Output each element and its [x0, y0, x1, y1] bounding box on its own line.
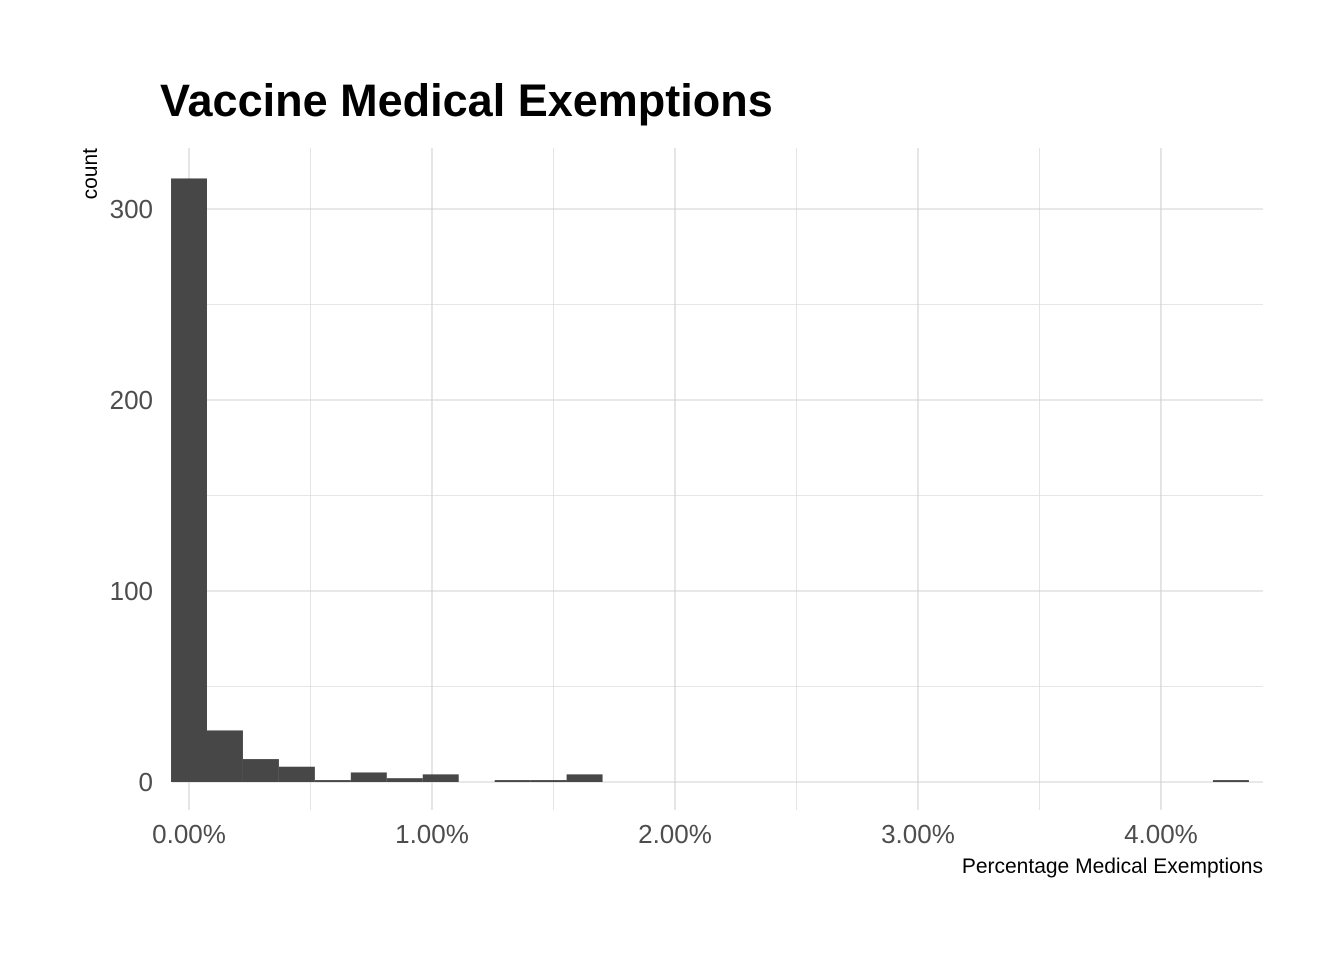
y-tick-label: 0: [139, 767, 153, 797]
histogram-bar: [242, 759, 279, 782]
x-tick-label: 2.00%: [638, 819, 712, 849]
x-tick-label: 1.00%: [395, 819, 469, 849]
histogram-bar: [171, 178, 207, 782]
histogram-bar: [1212, 780, 1249, 782]
histogram-bar: [494, 780, 531, 782]
histogram-bar: [278, 766, 315, 782]
histogram-bar: [422, 774, 459, 782]
histogram-bars: [171, 178, 1249, 782]
x-axis-title: Percentage Medical Exemptions: [962, 855, 1263, 878]
histogram-bar: [350, 772, 387, 782]
histogram-bar: [566, 774, 603, 782]
histogram-bar: [314, 780, 351, 782]
x-tick-label: 0.00%: [152, 819, 226, 849]
histogram-bar: [206, 730, 243, 782]
y-axis-tick-labels: 0 100 200 300: [110, 194, 153, 797]
x-tick-label: 4.00%: [1124, 819, 1198, 849]
grid-lines: [172, 148, 1263, 810]
histogram-bar: [530, 780, 567, 782]
x-axis-tick-labels: 0.00% 1.00% 2.00% 3.00% 4.00%: [152, 819, 1198, 849]
y-tick-label: 200: [110, 385, 153, 415]
x-tick-label: 3.00%: [881, 819, 955, 849]
y-tick-label: 100: [110, 576, 153, 606]
y-axis-title: count: [79, 148, 102, 200]
y-tick-label: 300: [110, 194, 153, 224]
histogram-bar: [386, 778, 423, 782]
chart-title: Vaccine Medical Exemptions: [160, 75, 773, 126]
